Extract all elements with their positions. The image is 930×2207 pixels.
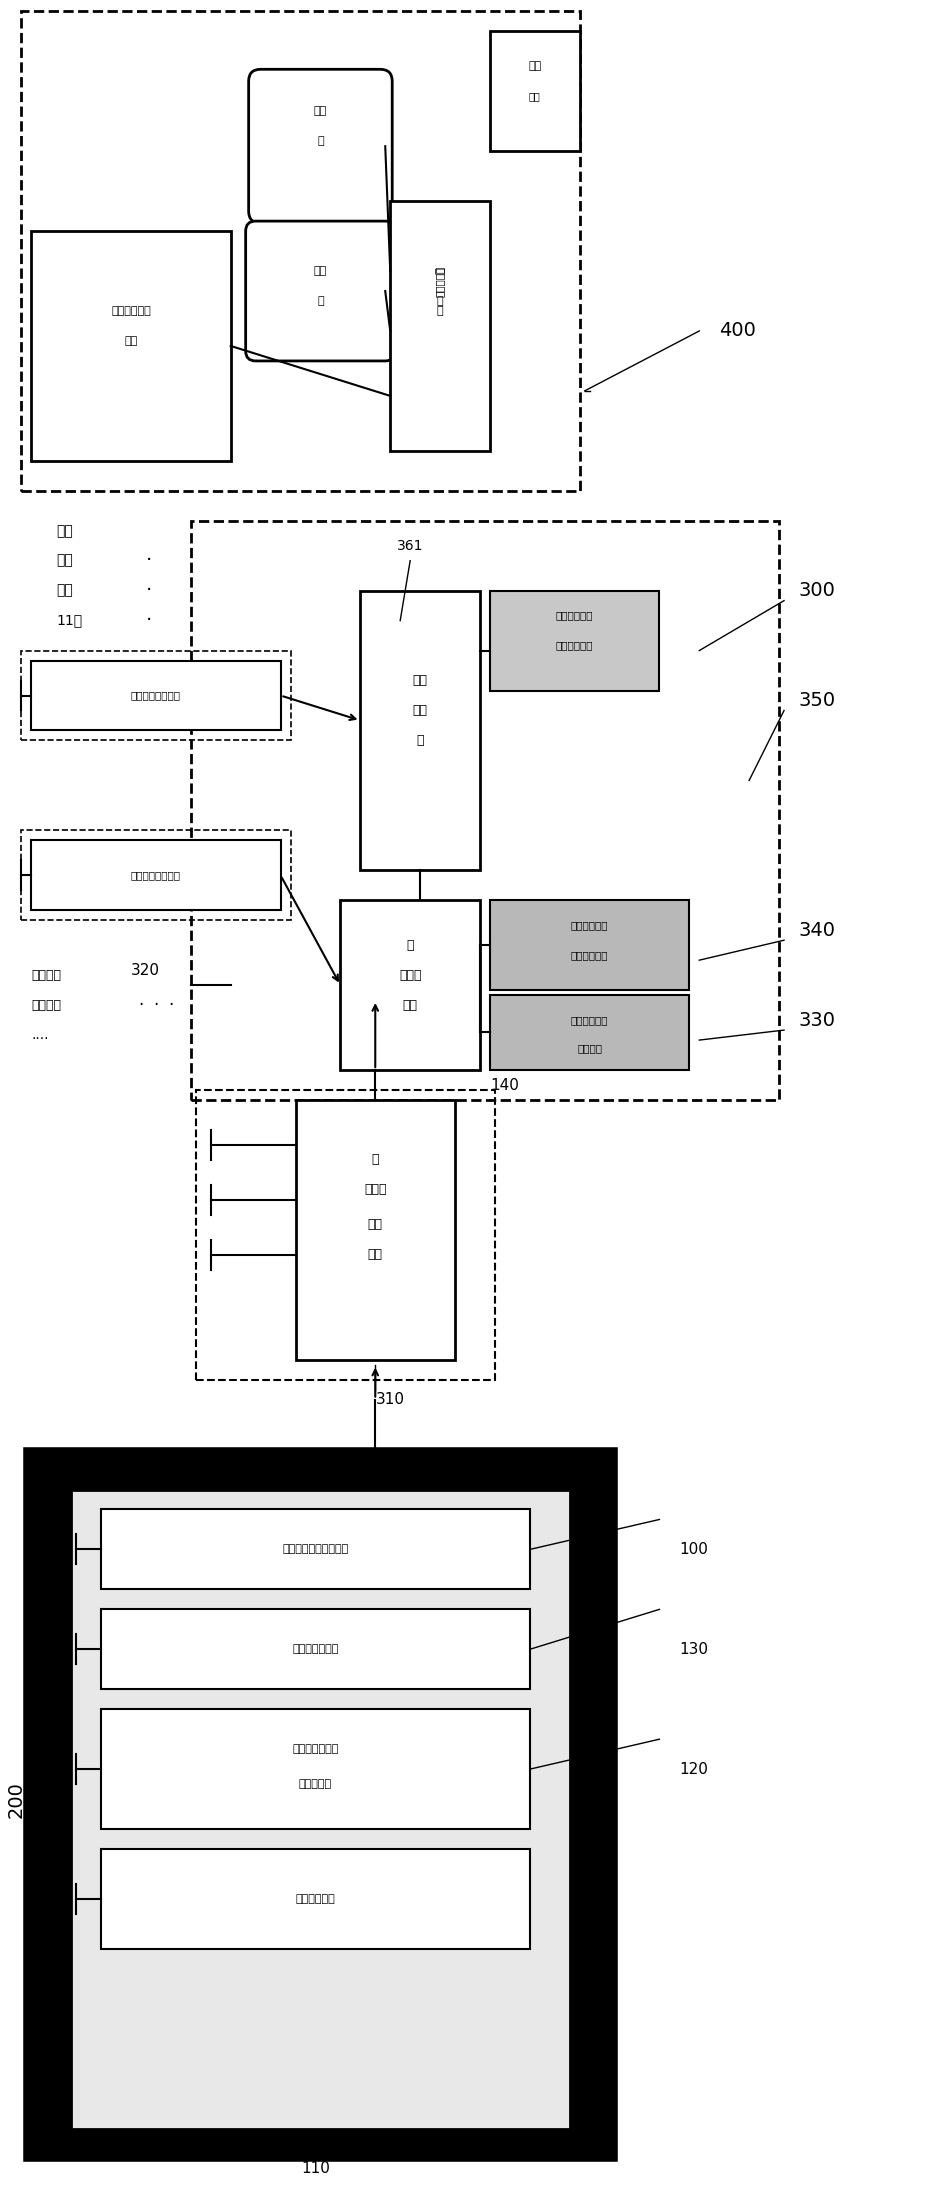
Bar <box>101 1510 530 1589</box>
Text: 温谱仪测量仪: 温谱仪测量仪 <box>296 1894 336 1905</box>
Bar <box>196 1090 495 1379</box>
Text: 炉温: 炉温 <box>56 523 73 539</box>
Bar <box>191 521 779 1099</box>
Text: 361: 361 <box>397 539 423 552</box>
Bar <box>490 31 579 152</box>
Text: 100: 100 <box>679 1543 709 1556</box>
Text: 以纯水数据库系统: 以纯水数据库系统 <box>131 691 181 700</box>
Bar <box>101 1609 530 1688</box>
Bar <box>32 660 281 731</box>
Text: 11套: 11套 <box>56 614 83 627</box>
Bar <box>490 995 689 1070</box>
Text: ·: · <box>139 995 143 1015</box>
Text: 300: 300 <box>799 580 836 600</box>
Text: 320: 320 <box>131 962 160 978</box>
Text: ·: · <box>168 995 174 1015</box>
Text: ·: · <box>146 580 153 600</box>
Text: 央: 央 <box>437 296 444 307</box>
Text: 主控: 主控 <box>413 673 428 686</box>
Text: 140: 140 <box>490 1077 519 1092</box>
Text: 接收: 接收 <box>367 1218 383 1232</box>
Text: 版本采集模块: 版本采集模块 <box>571 1015 608 1024</box>
Text: 接口: 接口 <box>528 62 541 71</box>
FancyBboxPatch shape <box>246 221 395 362</box>
Text: 路由: 路由 <box>367 1249 383 1262</box>
Text: 打印: 打印 <box>313 267 327 276</box>
Text: 中: 中 <box>435 267 445 274</box>
Text: 以纯水数据库管理系统: 以纯水数据库管理系统 <box>283 1545 349 1554</box>
Text: 频谱采集模块: 频谱采集模块 <box>571 951 608 960</box>
Text: 340: 340 <box>799 920 836 940</box>
Text: 130: 130 <box>679 1642 709 1657</box>
Text: 机: 机 <box>417 735 424 746</box>
FancyBboxPatch shape <box>248 68 392 223</box>
Text: 350: 350 <box>799 691 836 711</box>
Text: 显视: 显视 <box>313 106 327 117</box>
Text: 系统: 系统 <box>56 583 73 598</box>
Text: 温度计算模块: 温度计算模块 <box>556 640 593 651</box>
Text: 以纯水数据库系统: 以纯水数据库系统 <box>131 870 181 881</box>
Text: 管理: 管理 <box>56 554 73 567</box>
Text: ·: · <box>146 611 153 631</box>
Text: ....: .... <box>32 1028 48 1042</box>
Text: 器: 器 <box>317 137 324 146</box>
Text: 110: 110 <box>301 2161 330 2176</box>
Text: 机: 机 <box>317 296 324 307</box>
Text: 400: 400 <box>719 322 756 340</box>
Bar <box>490 900 689 991</box>
Bar <box>296 1099 455 1360</box>
Text: 200: 200 <box>7 1781 26 1819</box>
Text: 以纯水数据库: 以纯水数据库 <box>111 307 151 316</box>
Text: 波谱采集模块: 波谱采集模块 <box>571 920 608 929</box>
Text: 图形显示模块: 图形显示模块 <box>556 611 593 620</box>
Bar <box>340 900 480 1070</box>
Text: 据采集: 据采集 <box>399 969 421 982</box>
Text: 120: 120 <box>679 1761 709 1777</box>
Text: 计: 计 <box>437 307 444 316</box>
Text: 系统: 系统 <box>125 335 138 346</box>
Bar <box>391 201 490 450</box>
Text: 模块: 模块 <box>403 998 418 1011</box>
Bar <box>360 591 480 870</box>
Bar <box>72 1490 570 2130</box>
Text: 数: 数 <box>406 938 414 951</box>
Bar <box>101 1708 530 1830</box>
Text: 310: 310 <box>376 1393 405 1408</box>
Bar <box>26 1450 615 2158</box>
Text: 计算: 计算 <box>413 704 428 717</box>
Text: 330: 330 <box>799 1011 836 1031</box>
Text: 仿真平台: 仿真平台 <box>578 1044 602 1053</box>
Text: 无线炉内自冷却: 无线炉内自冷却 <box>292 1744 339 1755</box>
Bar <box>490 591 659 691</box>
Bar <box>32 841 281 909</box>
Text: 一级通讯: 一级通讯 <box>32 969 61 982</box>
Text: 据采集: 据采集 <box>364 1183 387 1196</box>
Bar <box>21 651 290 742</box>
Text: 接线: 接线 <box>529 90 540 102</box>
Bar <box>21 830 290 920</box>
Text: 数: 数 <box>371 1154 379 1168</box>
Text: ·: · <box>146 552 153 569</box>
Text: 中央计算机: 中央计算机 <box>435 265 445 296</box>
Bar <box>101 1849 530 1949</box>
Bar <box>21 11 579 490</box>
Text: ·: · <box>153 995 158 1015</box>
Bar <box>32 232 231 461</box>
Text: 一级通讯: 一级通讯 <box>32 998 61 1011</box>
Text: 智能温度测量仪: 智能温度测量仪 <box>292 1644 339 1655</box>
Text: 温度传感器: 温度传感器 <box>299 1779 332 1790</box>
